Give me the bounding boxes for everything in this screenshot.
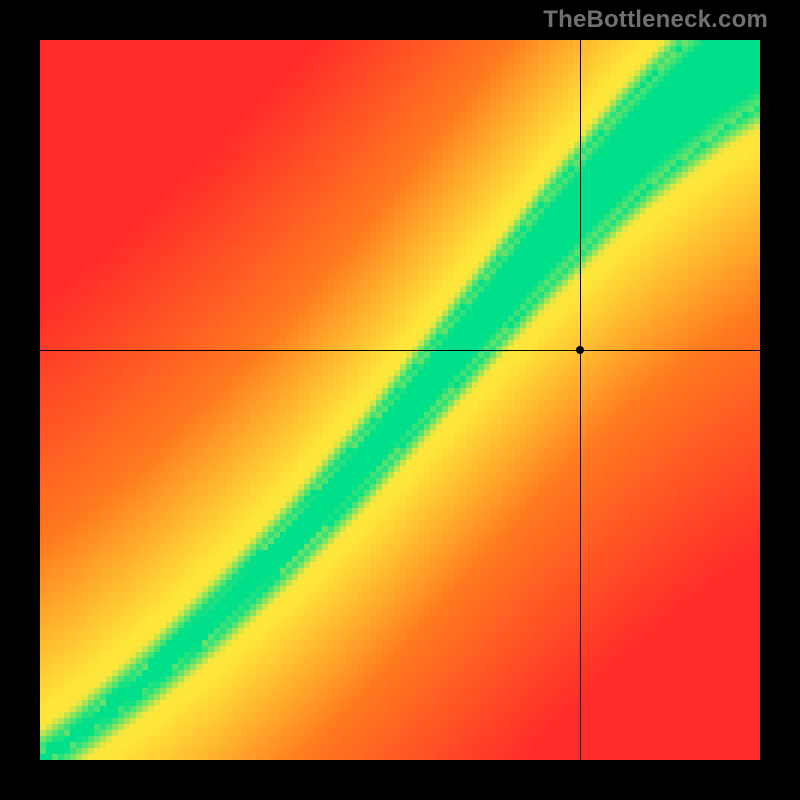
plot-area <box>40 40 760 760</box>
crosshair-horizontal-line <box>40 350 760 351</box>
bottleneck-heatmap <box>40 40 760 760</box>
watermark-text: TheBottleneck.com <box>543 6 768 34</box>
crosshair-vertical-line <box>580 40 581 760</box>
chart-container: TheBottleneck.com <box>0 0 800 800</box>
selection-marker <box>576 346 584 354</box>
